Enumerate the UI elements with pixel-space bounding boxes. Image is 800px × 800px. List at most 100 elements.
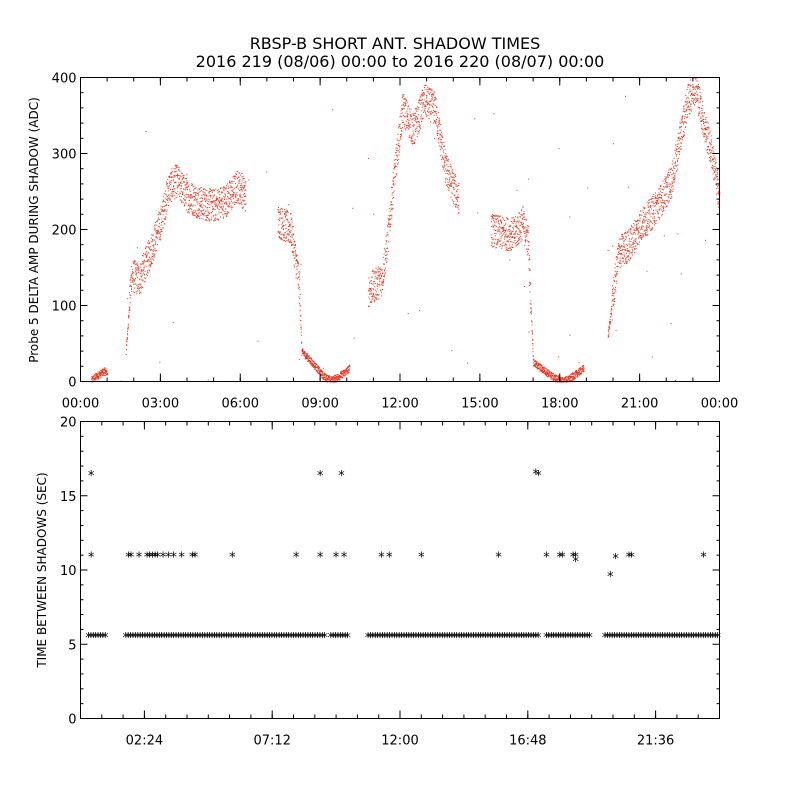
amplitude-point [413,113,415,115]
interval-baseline-point: * [714,631,722,646]
amplitude-point [505,230,507,232]
interval-baseline-point: * [304,631,312,646]
amplitude-point [527,254,529,256]
amplitude-point [422,89,424,91]
amplitude-point [422,101,424,103]
amplitude-point [709,160,711,162]
amplitude-point [446,183,448,185]
interval-baseline-point: * [663,631,671,646]
amplitude-point [503,227,505,229]
amplitude-point [163,199,165,201]
amplitude-point [695,99,697,101]
amplitude-point [657,212,659,214]
amplitude-point [443,164,445,166]
amplitude-point [691,97,693,99]
amplitude-point [678,143,680,145]
amplitude-point [304,355,306,357]
amplitude-point [441,158,443,160]
amplitude-point [519,225,521,227]
amplitude-point [129,309,131,311]
amplitude-point [690,103,692,105]
amplitude-point [131,275,133,277]
amplitude-point [497,231,499,233]
amplitude-point [294,257,296,259]
amplitude-point [388,223,390,225]
amplitude-point [153,255,155,257]
amplitude-point [555,378,557,380]
amplitude-point [503,236,505,238]
amplitude-point [199,197,201,199]
amplitude-point [398,123,400,125]
amplitude-point [237,177,239,179]
amplitude-point [159,212,161,214]
amplitude-point [194,211,196,213]
amplitude-point [217,204,219,206]
amplitude-point [648,206,650,208]
amplitude-point [148,270,150,272]
amplitude-point [106,374,108,376]
amplitude-point [226,211,228,213]
amplitude-point [527,231,529,233]
amplitude-point [655,197,657,199]
amplitude-point [611,319,613,321]
interval-baseline-point: * [208,631,216,646]
amplitude-point [511,244,513,246]
amplitude-point [567,380,569,382]
amplitude-point [649,221,651,223]
interval-baseline-point: * [671,631,679,646]
amplitude-point [429,88,431,90]
amplitude-point [454,194,456,196]
amplitude-point [435,112,437,114]
amplitude-point [214,209,216,211]
amplitude-point [135,263,137,265]
amplitude-point [192,192,194,194]
amplitude-point [506,247,508,249]
amplitude-point [100,373,102,375]
amplitude-point [716,187,718,189]
amplitude-point [434,99,436,101]
amplitude-point [539,363,541,365]
amplitude-point [204,205,206,207]
amplitude-point [282,222,284,224]
amplitude-point [453,195,455,197]
amplitude-point [626,249,628,251]
amplitude-point [520,230,522,232]
amplitude-point [385,251,387,253]
amplitude-point [619,247,621,249]
amplitude-point [173,195,175,197]
amplitude-point [387,251,389,253]
amplitude-point [714,171,716,173]
amplitude-point [143,267,145,269]
amplitude-point [530,307,532,309]
amplitude-point [613,298,615,300]
amplitude-point [713,161,715,163]
amplitude-point [135,273,137,275]
amplitude-point [376,291,378,293]
amplitude-point [171,177,173,179]
interval-baseline-point: * [381,631,389,646]
amplitude-point [330,378,332,380]
amplitude-point [672,188,674,190]
amplitude-point [427,91,429,93]
amplitude-point [149,246,151,248]
amplitude-point [420,102,422,104]
interval-baseline-point: * [94,631,102,646]
amplitude-point [396,174,398,176]
amplitude-point [655,223,657,225]
amplitude-point [405,103,407,105]
amplitude-point [185,209,187,211]
amplitude-point [531,311,533,313]
interval-baseline-point: * [334,631,342,646]
amplitude-point [699,86,701,88]
amplitude-point [525,232,527,234]
amplitude-point [150,260,152,262]
amplitude-point [157,233,159,235]
amplitude-point [291,217,293,219]
amplitude-point [202,213,204,215]
amplitude-point [510,230,512,232]
amplitude-point [652,212,654,214]
amplitude-point [700,112,702,114]
amplitude-point [416,130,418,132]
interval-point: * [340,551,348,566]
amplitude-outlier-point [127,298,129,300]
